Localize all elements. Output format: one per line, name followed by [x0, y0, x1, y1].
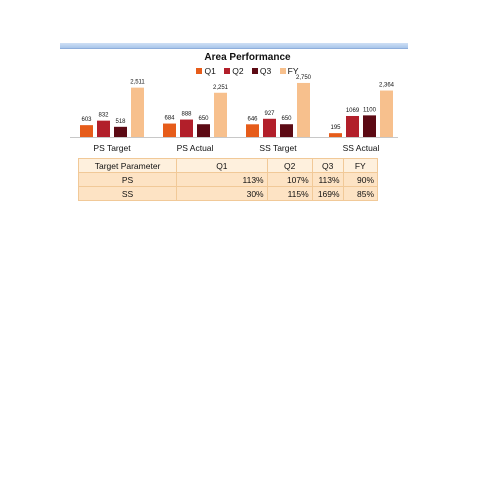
- legend-swatch-q2: [224, 68, 231, 74]
- bar-q3-ps-actual: [197, 124, 210, 137]
- category-label-ps-actual: PS Actual: [177, 143, 214, 153]
- table-header-row: Target Parameter Q1 Q2 Q3 FY: [77, 158, 379, 173]
- data-label-q1-ss-actual: 195: [330, 125, 341, 131]
- bar-q2-ps-target: [97, 120, 110, 137]
- legend-label-q2: Q2: [232, 66, 244, 76]
- bar-q3-ps-target: [114, 126, 127, 137]
- bar-q1-ps-actual: [163, 123, 176, 137]
- data-label-fy-ps-target: 2,511: [130, 80, 145, 86]
- chart-title: Area Performance: [204, 52, 291, 63]
- bar-q3-ss-target: [280, 124, 293, 137]
- data-label-q1-ps-actual: 684: [164, 116, 175, 122]
- data-label-q2-ps-actual: 888: [181, 112, 192, 118]
- header-q2: Q2: [266, 158, 313, 173]
- bar-q3-ss-actual: [363, 115, 376, 137]
- cell-ss-q2: 115%: [266, 186, 313, 201]
- header-target-parameter: Target Parameter: [77, 158, 178, 173]
- cell-ss-q3: 169%: [311, 186, 344, 201]
- data-label-q1-ps-target: 603: [81, 117, 92, 123]
- data-label-fy-ps-actual: 2,251: [213, 85, 229, 91]
- data-label-q2-ss-target: 927: [264, 111, 275, 117]
- header-q1: Q1: [176, 158, 268, 173]
- bar-q2-ps-actual: [180, 119, 193, 137]
- cell-ps-fy: 90%: [342, 172, 379, 187]
- data-label-q2-ps-target: 832: [98, 113, 109, 119]
- cell-ps-q3: 113%: [311, 172, 344, 187]
- bar-q1-ss-actual: [329, 133, 342, 137]
- data-label-fy-ss-actual: 2,364: [379, 83, 395, 89]
- bar-fy-ps-target: [131, 87, 144, 137]
- legend-item-q1: Q1: [196, 66, 216, 76]
- table-row: SS 30% 115% 169% 85%: [77, 186, 379, 201]
- bar-fy-ss-actual: [380, 90, 393, 137]
- top-rule: [60, 43, 408, 49]
- header-q3: Q3: [311, 158, 344, 173]
- cell-ss-fy: 85%: [342, 186, 379, 201]
- data-label-fy-ss-target: 2,750: [296, 75, 312, 81]
- bar-q1-ps-target: [80, 125, 93, 137]
- data-label-q1-ss-target: 646: [247, 116, 258, 122]
- bar-fy-ss-target: [297, 82, 310, 137]
- legend-item-fy: FY: [279, 66, 299, 76]
- target-parameter-table: Target Parameter Q1 Q2 Q3 FY PS 113% 107…: [77, 158, 379, 201]
- data-label-q3-ps-target: 518: [115, 119, 126, 125]
- data-label-q3-ss-target: 650: [281, 116, 292, 122]
- legend-swatch-q1: [196, 68, 203, 74]
- legend-label-fy: FY: [287, 66, 299, 76]
- legend-swatch-q3: [251, 68, 258, 74]
- legend-label-q3: Q3: [259, 66, 272, 76]
- legend-item-q3: Q3: [251, 66, 272, 76]
- bar-q1-ss-target: [246, 124, 259, 137]
- bar-fy-ps-actual: [214, 92, 227, 137]
- legend-label-q1: Q1: [204, 66, 216, 76]
- cell-ss-q1: 30%: [176, 186, 268, 201]
- category-label-ss-target: SS Target: [259, 143, 297, 153]
- category-label-ps-target: PS Target: [93, 143, 131, 153]
- category-label-ss-actual: SS Actual: [343, 143, 380, 153]
- bar-q2-ss-target: [263, 118, 276, 137]
- cell-ps-q1: 113%: [176, 172, 268, 187]
- data-label-q3-ss-actual: 1100: [363, 107, 377, 113]
- data-label-q2-ss-actual: 1069: [346, 108, 360, 114]
- cell-ps-q2: 107%: [266, 172, 313, 187]
- chart-legend: Q1 Q2 Q3 FY: [0, 66, 495, 76]
- table-row: PS 113% 107% 113% 90%: [77, 172, 379, 187]
- legend-item-q2: Q2: [224, 66, 244, 76]
- legend-swatch-fy: [279, 68, 286, 74]
- header-fy: FY: [342, 158, 379, 173]
- data-label-q3-ps-actual: 650: [198, 116, 209, 122]
- row-label-ss: SS: [77, 186, 178, 201]
- row-label-ps: PS: [77, 172, 178, 187]
- bar-q2-ss-actual: [346, 115, 359, 137]
